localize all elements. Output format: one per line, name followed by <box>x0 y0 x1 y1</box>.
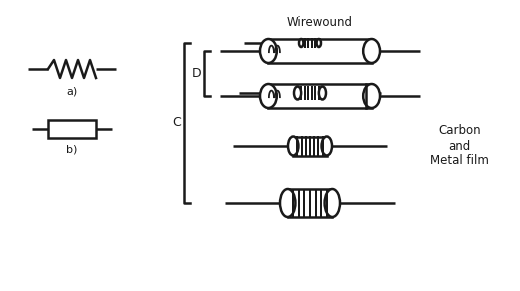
Ellipse shape <box>363 84 380 108</box>
Ellipse shape <box>280 189 295 217</box>
Ellipse shape <box>321 136 332 155</box>
Bar <box>293 136 327 155</box>
Ellipse shape <box>363 39 380 63</box>
Ellipse shape <box>324 189 340 217</box>
Text: b): b) <box>67 145 77 155</box>
Bar <box>48 120 96 138</box>
Bar <box>268 84 372 108</box>
Ellipse shape <box>319 86 326 100</box>
Bar <box>297 86 322 100</box>
Ellipse shape <box>294 86 301 100</box>
Ellipse shape <box>317 39 321 47</box>
Bar <box>288 189 332 217</box>
Ellipse shape <box>260 84 277 108</box>
Text: Carbon
and
Metal film: Carbon and Metal film <box>430 125 489 168</box>
Text: Wirewound: Wirewound <box>287 17 353 29</box>
Ellipse shape <box>299 39 303 47</box>
Bar <box>268 39 372 63</box>
Ellipse shape <box>288 136 298 155</box>
Text: C: C <box>172 116 181 129</box>
Bar <box>301 39 319 47</box>
Text: a): a) <box>67 87 77 97</box>
Ellipse shape <box>260 39 277 63</box>
Text: D: D <box>191 67 201 80</box>
